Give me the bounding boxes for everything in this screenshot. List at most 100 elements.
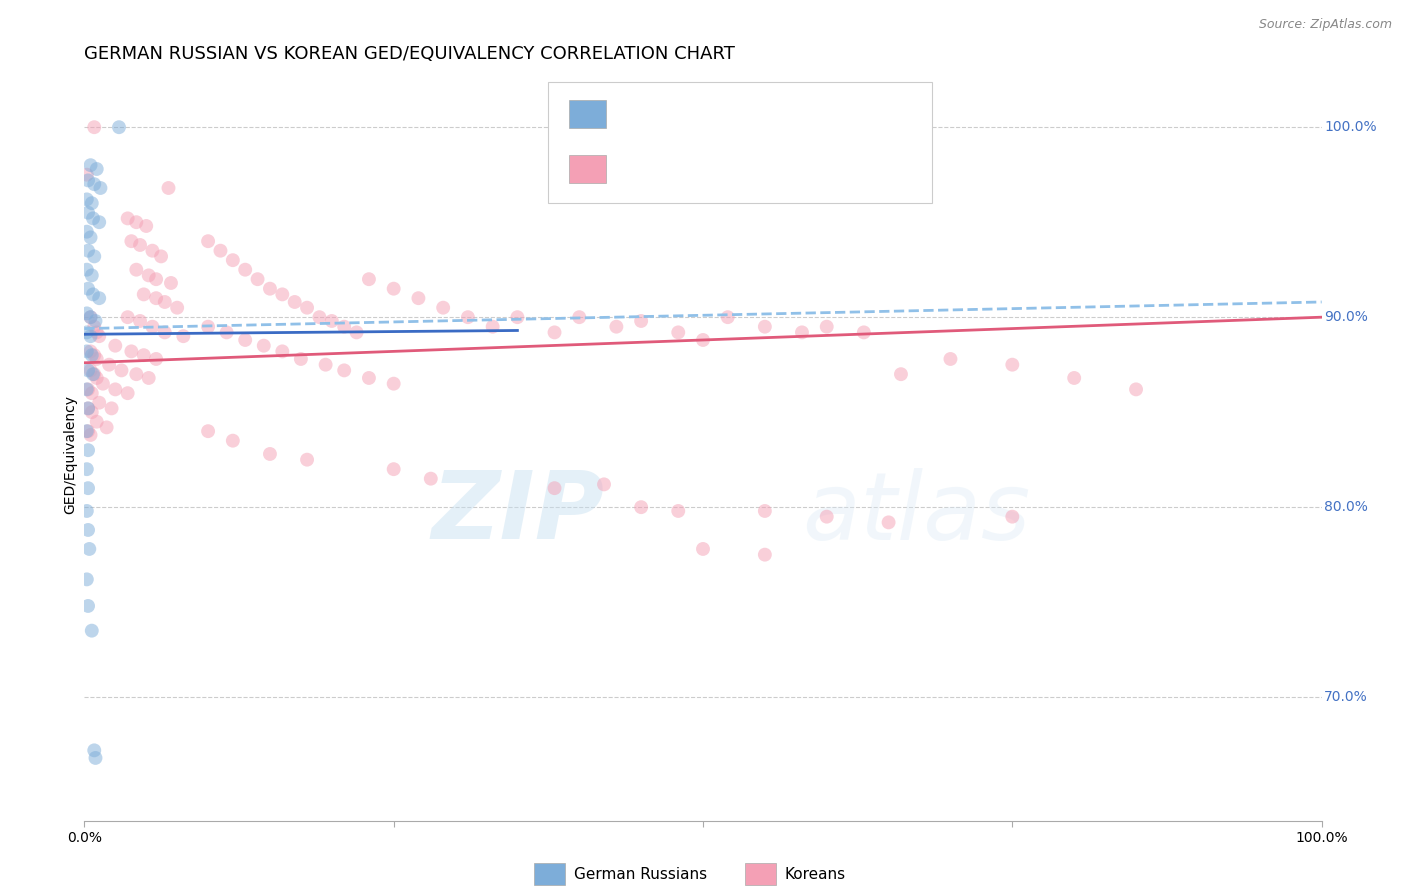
Point [83, 249, 105, 263]
Point [76, 504, 98, 518]
Text: Source: ZipAtlas.com: Source: ZipAtlas.com [1258, 18, 1392, 31]
Point [877, 516, 900, 530]
Point [77, 383, 100, 397]
Point [153, 326, 176, 340]
Point [141, 244, 163, 258]
Point [605, 319, 627, 334]
Point [76, 326, 98, 340]
Point [333, 319, 356, 334]
Point [692, 541, 714, 556]
Point [129, 314, 152, 328]
Point [253, 339, 276, 353]
Point [104, 383, 127, 397]
Point [481, 319, 503, 334]
Point [80, 268, 103, 283]
Point [815, 319, 838, 334]
Point [630, 500, 652, 515]
Point [80, 348, 103, 362]
Point [76, 424, 98, 438]
Point [209, 244, 232, 258]
Point [1125, 383, 1147, 397]
Text: R = 0.010: R = 0.010 [619, 104, 702, 122]
Point [321, 314, 343, 328]
Point [271, 344, 294, 359]
Point [754, 548, 776, 562]
Point [1001, 509, 1024, 524]
Point [125, 215, 148, 229]
Point [222, 434, 245, 448]
Point [80, 196, 103, 211]
Point [593, 477, 616, 491]
Point [76, 462, 98, 476]
Point [96, 420, 118, 434]
Point [132, 348, 155, 362]
Point [754, 504, 776, 518]
Point [79, 428, 101, 442]
Point [1063, 371, 1085, 385]
Point [308, 310, 330, 325]
Point [77, 244, 100, 258]
Point [666, 504, 689, 518]
Point [82, 287, 104, 301]
Point [129, 238, 152, 252]
Point [120, 344, 142, 359]
Point [138, 268, 160, 283]
Point [153, 295, 176, 310]
Text: ZIP: ZIP [432, 467, 605, 559]
Point [333, 363, 356, 377]
Point [117, 211, 139, 226]
Point [84, 751, 107, 765]
FancyBboxPatch shape [548, 82, 932, 202]
Point [132, 287, 155, 301]
Point [315, 358, 337, 372]
Point [86, 161, 108, 176]
Point [408, 291, 430, 305]
Point [754, 319, 776, 334]
Point [259, 447, 281, 461]
Point [89, 291, 111, 305]
Point [91, 376, 114, 391]
Point [100, 401, 122, 416]
Point [157, 181, 180, 195]
Point [117, 310, 139, 325]
Point [77, 282, 100, 296]
Point [80, 386, 103, 401]
Point [76, 225, 98, 239]
Point [79, 344, 101, 359]
Point [197, 234, 219, 248]
Point [890, 367, 912, 381]
Point [83, 348, 105, 362]
Point [382, 462, 405, 476]
Point [84, 314, 107, 328]
Point [160, 276, 183, 290]
Point [77, 481, 100, 495]
Point [271, 287, 294, 301]
Text: N = 115: N = 115 [783, 159, 858, 178]
Text: 70.0%: 70.0% [1324, 690, 1368, 704]
Text: 80.0%: 80.0% [1324, 500, 1368, 514]
Point [432, 301, 454, 315]
Point [295, 301, 318, 315]
Text: atlas: atlas [801, 468, 1031, 559]
Point [77, 363, 100, 377]
Point [506, 310, 529, 325]
Point [77, 523, 100, 537]
Point [76, 262, 98, 277]
Point [233, 333, 256, 347]
Text: Koreans: Koreans [785, 867, 845, 881]
Point [419, 472, 441, 486]
Point [382, 282, 405, 296]
Point [138, 371, 160, 385]
Point [543, 481, 565, 495]
Point [79, 363, 101, 377]
Point [86, 415, 108, 429]
Point [108, 120, 131, 135]
Point [89, 329, 111, 343]
Point [80, 624, 103, 638]
Point [295, 452, 318, 467]
Point [77, 205, 100, 219]
Point [77, 401, 100, 416]
Point [233, 262, 256, 277]
Point [382, 376, 405, 391]
Point [76, 344, 98, 359]
